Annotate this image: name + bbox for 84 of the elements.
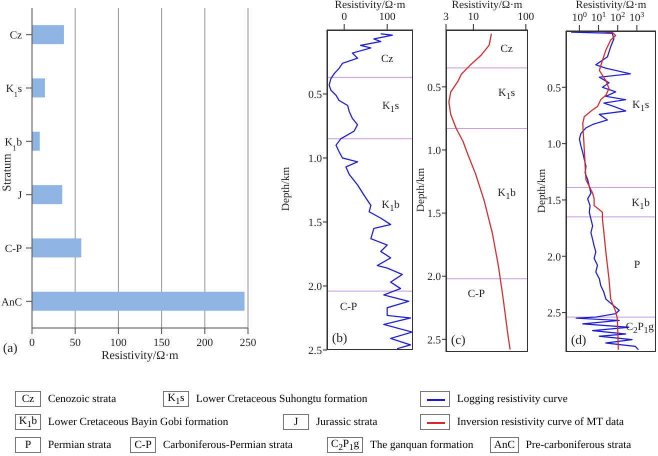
x-tick-label: 50 <box>70 337 82 349</box>
annotation: Cz <box>381 52 394 65</box>
text: Pre-carboniferous strata <box>526 439 632 451</box>
annotation: C-P <box>468 288 485 300</box>
text: (a) <box>3 340 18 356</box>
legend-label: Inversion resistivity curve of MT data <box>457 416 624 428</box>
y-tick-label: 2.5 <box>308 345 322 357</box>
text: The ganquan formation <box>370 439 474 451</box>
x-tick-label: 250 <box>240 337 257 349</box>
legend-label: Logging resistivity curve <box>457 393 568 405</box>
text: Jurassic strata <box>316 416 378 428</box>
x-tick-label: 10$^{3}$ <box>629 10 644 24</box>
text: (b) <box>332 330 348 346</box>
annotation: C$_{2}$P$_{1}$g <box>626 321 654 336</box>
annotation: K$_{1}$s <box>382 100 400 114</box>
x-tick-label: 200 <box>196 337 214 349</box>
y-tick-label: J <box>18 190 23 202</box>
y-tick-label: Cz <box>10 30 22 42</box>
x-tick-label: 100 <box>518 11 535 23</box>
bar <box>32 78 45 98</box>
annotation: K$_{1}$b <box>382 198 400 214</box>
annotation: K$_{1}$b <box>498 187 516 202</box>
annotation: K$_{1}$s <box>498 87 516 102</box>
annotation: C-P <box>340 300 358 313</box>
y-tick-label: 1.0 <box>308 153 322 165</box>
text: C$_{2}$P$_{1}$g <box>331 438 360 452</box>
y-tick-label: K$_{1}$b <box>4 136 22 152</box>
text: K$_{1}$b <box>19 414 38 430</box>
y-tick-label: 2.5 <box>547 308 562 320</box>
x-axis-title: Resistivity/Ω·m <box>450 0 524 11</box>
y-tick-label: 2.0 <box>427 271 442 284</box>
x-tick-label: 10$^{2}$ <box>610 10 626 24</box>
text: Carboniferous-Permian strata <box>163 439 293 451</box>
text: J <box>294 416 298 428</box>
annotation: Cz <box>500 43 513 56</box>
annotation: K$_{1}$b <box>632 197 650 212</box>
y-tick-label: 1.0 <box>547 138 562 151</box>
bar <box>32 185 62 204</box>
x-tick-label: 150 <box>153 337 170 349</box>
y-tick-label: 0.5 <box>308 89 322 101</box>
y-tick-label: 1.5 <box>308 217 322 229</box>
y-axis-title: Stratum <box>0 154 14 192</box>
bar <box>32 132 40 151</box>
y-tick-label: 1.0 <box>427 144 442 157</box>
text: AnC <box>494 439 515 451</box>
y-tick-label: K$_{1}$s <box>6 83 22 98</box>
x-tick-label: 10 <box>468 11 480 23</box>
y-tick-label: 2.0 <box>308 281 322 293</box>
y-tick-label: 0.5 <box>427 82 442 94</box>
x-tick-label: 0 <box>29 337 36 349</box>
x-tick-label: 100 <box>378 11 396 23</box>
x-axis-title: Resistivity/Ω·m <box>574 0 648 11</box>
x-tick-label: 100 <box>110 337 128 349</box>
x-axis-title: Resistivity/Ω·m <box>100 348 180 363</box>
text: Lower Cretaceous Bayin Gobi formation <box>48 416 228 428</box>
y-axis-title: Depth/km <box>280 166 292 213</box>
x-tick-label: 3 <box>443 11 450 23</box>
y-tick-label: AnC <box>1 296 22 308</box>
bar <box>32 292 245 311</box>
bar <box>32 25 64 44</box>
y-axis-title: Depth/km <box>414 167 426 214</box>
x-axis-title: Resistivity/Ω·m <box>334 0 406 11</box>
y-axis-title: Depth/km <box>536 168 548 214</box>
y-tick-label: C-P <box>4 243 22 255</box>
x-tick-label: 10$^{0}$ <box>572 10 587 24</box>
text: (d) <box>571 332 586 348</box>
y-tick-label: 1.5 <box>547 194 562 207</box>
text: Cz <box>22 393 34 405</box>
text: Cenozoic strata <box>48 393 116 405</box>
text: (c) <box>451 332 466 348</box>
bar <box>32 238 82 258</box>
text: P <box>24 439 32 451</box>
text: C-P <box>134 439 152 451</box>
y-tick-label: 2.0 <box>547 251 562 264</box>
text: Lower Cretaceous Suhongtu formation <box>196 393 368 405</box>
annotation: P <box>634 259 640 272</box>
text: K$_{1}$s <box>168 392 184 406</box>
x-tick-label: 10$^{1}$ <box>591 10 606 24</box>
y-tick-label: 0.5 <box>547 82 562 94</box>
x-tick-label: 0 <box>341 11 348 23</box>
text: Permian strata <box>48 439 112 451</box>
y-tick-label: 1.5 <box>427 208 442 220</box>
y-tick-label: 2.5 <box>427 334 442 346</box>
annotation: K$_{1}$s <box>632 99 650 114</box>
